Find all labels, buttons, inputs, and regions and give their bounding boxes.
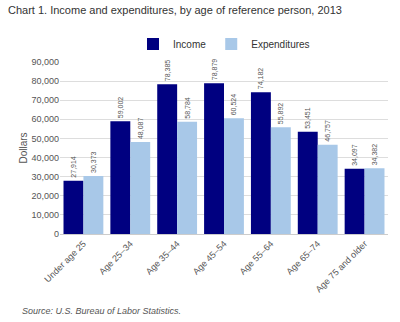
svg-text:Dollars: Dollars bbox=[18, 132, 29, 163]
svg-text:46,757: 46,757 bbox=[324, 120, 331, 142]
svg-text:74,182: 74,182 bbox=[257, 68, 264, 90]
svg-text:60,000: 60,000 bbox=[31, 114, 59, 124]
svg-text:59,002: 59,002 bbox=[117, 97, 124, 119]
svg-text:Source: U.S. Bureau of Labor S: Source: U.S. Bureau of Labor Statistics. bbox=[22, 306, 181, 316]
svg-text:60,524: 60,524 bbox=[230, 94, 237, 116]
svg-text:Expenditures: Expenditures bbox=[251, 39, 309, 50]
svg-text:20,000: 20,000 bbox=[31, 191, 59, 201]
svg-text:Age 65–74: Age 65–74 bbox=[284, 239, 322, 277]
svg-text:55,892: 55,892 bbox=[277, 103, 284, 125]
svg-text:78,385: 78,385 bbox=[164, 60, 171, 82]
svg-text:90,000: 90,000 bbox=[31, 57, 59, 67]
svg-text:0: 0 bbox=[54, 229, 59, 239]
svg-text:27,914: 27,914 bbox=[70, 156, 77, 178]
svg-text:Under age 25: Under age 25 bbox=[42, 239, 88, 285]
svg-text:70,000: 70,000 bbox=[31, 95, 59, 105]
svg-text:Age 55–64: Age 55–64 bbox=[238, 239, 276, 277]
svg-text:78,879: 78,879 bbox=[211, 59, 218, 81]
svg-text:Age 45–54: Age 45–54 bbox=[191, 239, 229, 277]
svg-text:10,000: 10,000 bbox=[31, 210, 59, 220]
svg-text:48,087: 48,087 bbox=[137, 118, 144, 140]
svg-text:Income: Income bbox=[173, 39, 206, 50]
svg-text:30,373: 30,373 bbox=[90, 151, 97, 173]
svg-text:Chart 1. Income and expenditur: Chart 1. Income and expenditures, by age… bbox=[8, 4, 342, 16]
svg-text:34,097: 34,097 bbox=[351, 144, 358, 166]
svg-text:Age 35–44: Age 35–44 bbox=[144, 239, 182, 277]
svg-text:53,451: 53,451 bbox=[304, 107, 311, 129]
svg-text:40,000: 40,000 bbox=[31, 153, 59, 163]
svg-text:34,382: 34,382 bbox=[371, 144, 378, 166]
svg-text:50,000: 50,000 bbox=[31, 134, 59, 144]
svg-text:Age 75 and older: Age 75 and older bbox=[314, 239, 370, 295]
svg-text:30,000: 30,000 bbox=[31, 172, 59, 182]
svg-text:Age 25–34: Age 25–34 bbox=[97, 239, 135, 277]
svg-text:80,000: 80,000 bbox=[31, 76, 59, 86]
svg-text:58,784: 58,784 bbox=[184, 97, 191, 119]
